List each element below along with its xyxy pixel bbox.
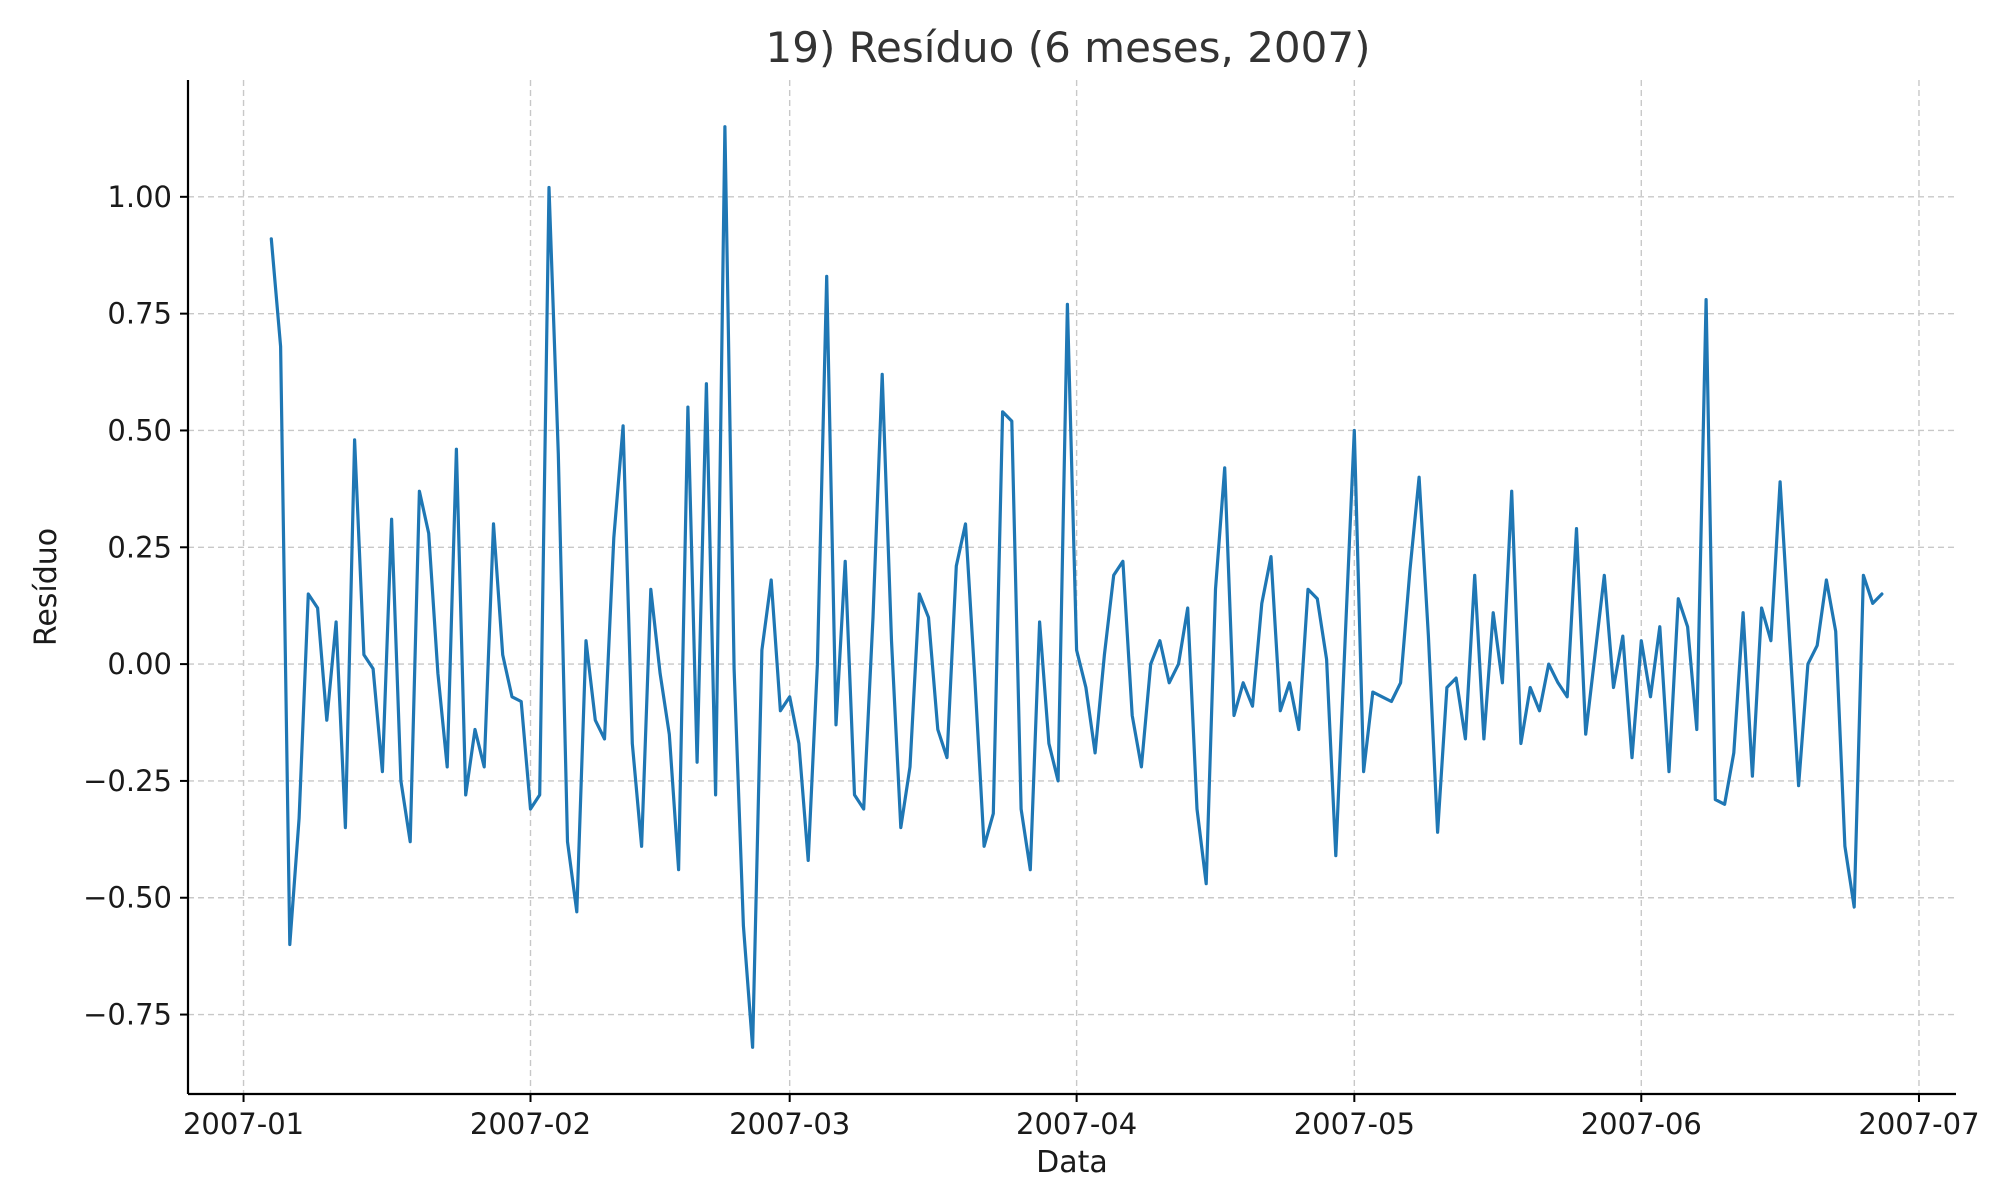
y-tick-label: 0.50 [107, 413, 172, 447]
x-tick-label: 2007-06 [1581, 1107, 1702, 1141]
y-axis-ticks: 1.00 0.75 0.50 0.25 0.00 −0.25 −0.50 −0.75 [83, 180, 188, 1032]
y-tick-label: 0.75 [107, 297, 172, 331]
y-axis-label: Resíduo [29, 528, 64, 646]
series-line-0 [269, 125, 1884, 1049]
x-tick-label: 2007-04 [1016, 1107, 1137, 1141]
x-tick-label: 2007-03 [729, 1107, 850, 1141]
x-tick-label: 2007-05 [1294, 1107, 1415, 1141]
y-tick-label: −0.75 [83, 998, 172, 1032]
y-tick-label: 0.25 [107, 530, 172, 564]
x-tick-label: 2007-02 [470, 1107, 591, 1141]
y-tick-label: 1.00 [107, 180, 172, 214]
y-tick-label: −0.50 [83, 881, 172, 915]
y-tick-label: −0.25 [83, 764, 172, 798]
x-tick-label: 2007-01 [183, 1107, 304, 1141]
x-tick-label: 2007-07 [1858, 1107, 1979, 1141]
x-axis-ticks: 2007-01 2007-02 2007-03 2007-04 2007-05 2007-… [183, 1094, 1980, 1141]
y-tick-label: 0.00 [107, 647, 172, 681]
x-axis-label: Data [1036, 1145, 1108, 1180]
grid-lines [188, 80, 1956, 1094]
chart-title: 19) Resíduo (6 meses, 2007) [766, 23, 1371, 72]
axes [186, 80, 1956, 1096]
series-layer [269, 125, 1884, 1049]
